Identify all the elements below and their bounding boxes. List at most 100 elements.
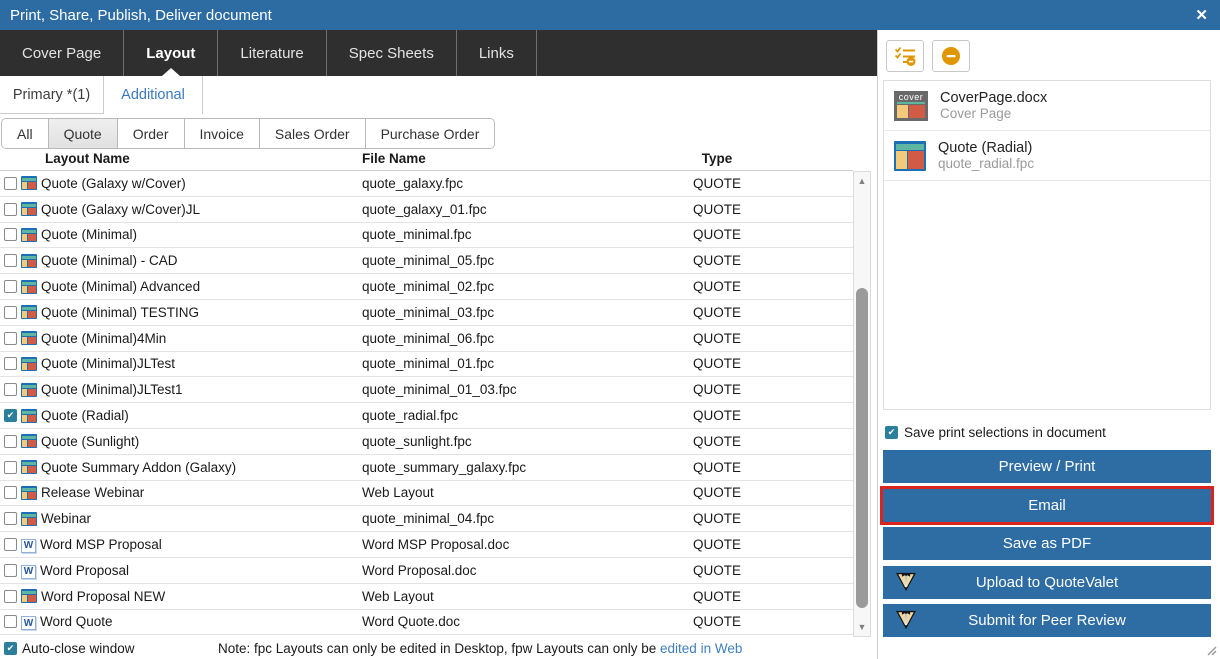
file-name: quote_minimal_06.fpc (362, 330, 495, 346)
preview-print-button[interactable]: Preview / Print (883, 450, 1211, 483)
table-row[interactable]: Quote (Minimal)JLTest quote_minimal_01.f… (0, 352, 853, 378)
table-row[interactable]: Word Proposal NEW Web Layout QUOTE (0, 584, 853, 610)
selected-document-item[interactable]: Quote (Radial) quote_radial.fpc (884, 131, 1210, 181)
footer-note: Note: fpc Layouts can only be edited in … (218, 641, 743, 656)
row-checkbox[interactable] (4, 280, 17, 294)
row-checkbox[interactable] (4, 538, 17, 552)
row-checkbox[interactable] (4, 383, 17, 397)
document-subtitle: quote_radial.fpc (938, 156, 1035, 171)
table-row[interactable]: Quote (Minimal) quote_minimal.fpc QUOTE (0, 223, 853, 249)
table-row[interactable]: Webinar quote_minimal_04.fpc QUOTE (0, 506, 853, 533)
layout-type: QUOTE (692, 356, 741, 372)
row-checkbox[interactable] (4, 409, 17, 423)
file-name: quote_galaxy_01.fpc (362, 201, 487, 217)
row-checkbox[interactable] (4, 202, 17, 216)
fpc-layout-icon (21, 331, 37, 346)
table-row[interactable]: Release Webinar Web Layout QUOTE (0, 481, 853, 507)
filter-tab-quote[interactable]: Quote (48, 119, 118, 148)
row-checkbox[interactable] (4, 176, 17, 190)
save-selections-label: Save print selections in document (904, 425, 1106, 440)
edited-in-web-link[interactable]: edited in Web (660, 641, 743, 656)
row-checkbox[interactable] (4, 615, 17, 629)
file-name: quote_minimal_01.fpc (362, 356, 495, 372)
table-row[interactable]: Quote (Radial) quote_radial.fpc QUOTE (0, 403, 853, 429)
row-checkbox[interactable] (4, 512, 17, 526)
subtab-primary-1[interactable]: Primary *(1) (0, 76, 104, 114)
row-checkbox[interactable] (4, 563, 17, 577)
table-row[interactable]: Word Proposal Word Proposal.doc QUOTE (0, 558, 853, 584)
selected-documents-list: cover CoverPage.docx Cover Page Quote (R… (883, 80, 1211, 410)
file-name: quote_minimal_03.fpc (362, 304, 495, 320)
selected-document-item[interactable]: cover CoverPage.docx Cover Page (884, 81, 1210, 131)
document-title: CoverPage.docx (940, 90, 1048, 106)
table-row[interactable]: Word Quote Word Quote.doc QUOTE (0, 610, 853, 636)
table-row[interactable]: Quote (Galaxy w/Cover)JL quote_galaxy_01… (0, 197, 853, 223)
table-row[interactable]: Quote (Minimal)4Min quote_minimal_06.fpc… (0, 326, 853, 352)
tab-cover-page[interactable]: Cover Page (0, 30, 125, 76)
filter-tab-order[interactable]: Order (117, 119, 185, 148)
tab-spec-sheets[interactable]: Spec Sheets (327, 30, 457, 76)
table-row[interactable]: Quote (Sunlight) quote_sunlight.fpc QUOT… (0, 429, 853, 455)
table-row[interactable]: Quote Summary Addon (Galaxy) quote_summa… (0, 455, 853, 481)
auto-close-checkbox[interactable] (4, 642, 17, 655)
fpc-layout-icon (21, 356, 37, 371)
layout-type: QUOTE (692, 537, 741, 553)
layout-name: Quote (Galaxy w/Cover)JL (41, 201, 201, 217)
tab-literature[interactable]: Literature (218, 30, 327, 76)
row-checkbox[interactable] (4, 357, 17, 371)
scrollbar-thumb[interactable] (856, 288, 868, 608)
save-as-pdf-button[interactable]: Save as PDF (883, 527, 1211, 560)
layout-type: QUOTE (692, 459, 741, 475)
file-name: Word Quote.doc (362, 614, 461, 630)
tab-links[interactable]: Links (457, 30, 537, 76)
row-checkbox[interactable] (4, 305, 17, 319)
email-button[interactable]: Email (883, 488, 1211, 522)
uncheck-all-button[interactable] (886, 40, 924, 72)
table-row[interactable]: Quote (Minimal) - CAD quote_minimal_05.f… (0, 248, 853, 275)
layout-name: Word Proposal (40, 562, 130, 578)
main-tabstrip: Cover Page Layout Literature Spec Sheets Lin… (0, 30, 877, 76)
file-name: quote_minimal.fpc (362, 227, 472, 243)
upload-to-quotevalet-button[interactable]: Upload to QuoteValet (883, 565, 1211, 599)
layout-name: Quote (Minimal) TESTING (41, 304, 200, 320)
row-checkbox[interactable] (4, 228, 17, 242)
action-buttons: Preview / Print Email (883, 450, 1211, 637)
table-row[interactable]: Quote (Minimal) TESTING quote_minimal_03… (0, 300, 853, 326)
close-icon[interactable]: ✕ (1195, 6, 1208, 24)
table-scrollbar[interactable]: ▲ ▼ (853, 171, 871, 637)
row-checkbox[interactable] (4, 589, 17, 603)
word-doc-icon (21, 538, 36, 553)
resize-grip-icon[interactable] (1205, 644, 1217, 656)
table-row[interactable]: Quote (Minimal)JLTest1 quote_minimal_01_… (0, 377, 853, 404)
filter-tab-purchase-order[interactable]: Purchase Order (365, 119, 495, 148)
fpc-layout-icon (21, 408, 37, 423)
row-checkbox[interactable] (4, 460, 17, 474)
filter-tab-invoice[interactable]: Invoice (184, 119, 260, 148)
filter-tab-sales-order[interactable]: Sales Order (259, 119, 366, 148)
file-name: quote_radial.fpc (362, 408, 459, 424)
remove-button[interactable] (932, 40, 970, 72)
subtab-additional[interactable]: Additional (104, 76, 203, 114)
word-doc-icon (21, 564, 36, 579)
table-row[interactable]: Word MSP Proposal Word MSP Proposal.doc … (0, 532, 853, 558)
tab-layout[interactable]: Layout (124, 30, 219, 76)
save-selections-checkbox[interactable] (885, 426, 898, 439)
layout-type: QUOTE (692, 382, 741, 398)
row-checkbox[interactable] (4, 331, 17, 345)
layout-name: Quote (Galaxy w/Cover) (41, 175, 186, 191)
scroll-down-icon[interactable]: ▼ (857, 622, 867, 632)
row-checkbox[interactable] (4, 254, 17, 268)
filter-tab-all[interactable]: All (2, 119, 49, 148)
fpc-layout-icon (894, 140, 926, 171)
layout-type: QUOTE (692, 614, 741, 630)
row-checkbox[interactable] (4, 486, 17, 500)
scroll-up-icon[interactable]: ▲ (857, 176, 867, 186)
layout-name: Quote (Minimal)4Min (41, 330, 167, 346)
table-row[interactable]: Quote (Minimal) Advanced quote_minimal_0… (0, 274, 853, 300)
auto-close-label: Auto-close window (22, 641, 135, 656)
table-row[interactable]: Quote (Galaxy w/Cover) quote_galaxy.fpc … (0, 171, 853, 197)
submit-for-peer-review-button[interactable]: Submit for Peer Review (883, 604, 1211, 637)
row-checkbox[interactable] (4, 434, 17, 448)
minus-circle-icon (941, 46, 961, 66)
actions-panel: cover CoverPage.docx Cover Page Quote (R… (877, 30, 1220, 659)
